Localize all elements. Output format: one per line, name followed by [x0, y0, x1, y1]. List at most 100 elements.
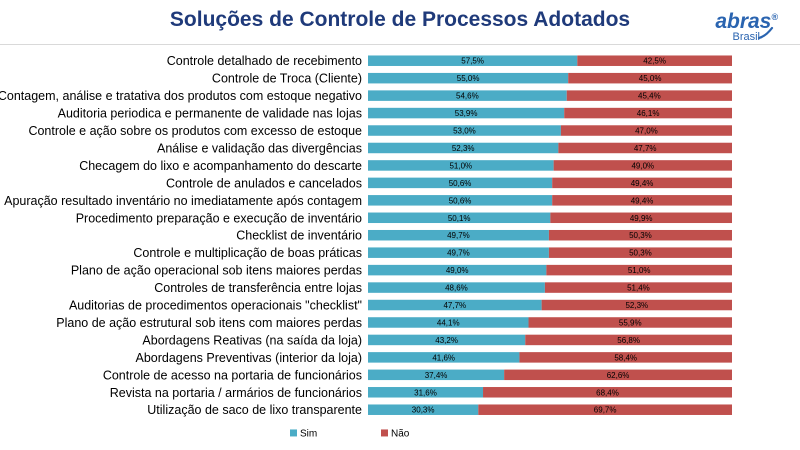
bar-segment-nao	[552, 195, 732, 206]
bar-segment-nao	[546, 264, 732, 276]
bar-segment-nao	[525, 334, 732, 346]
value-label-nao: 42,5%	[643, 57, 666, 66]
value-label-nao: 69,7%	[594, 406, 617, 415]
bar-segment-sim	[368, 369, 505, 381]
bar-segment-sim	[368, 177, 553, 189]
logo-name: abras	[715, 10, 772, 33]
bar-segment-sim	[368, 107, 565, 119]
value-label-nao: 50,3%	[629, 249, 652, 258]
category-label: Checagem do lixo e acompanhamento do des…	[79, 159, 362, 173]
logo-wordmark: abras®	[698, 6, 778, 33]
value-label-sim: 53,9%	[455, 109, 478, 118]
bar-segment-sim	[368, 334, 526, 346]
value-label-nao: 51,0%	[628, 266, 651, 275]
logo-subtitle: Brasil	[732, 31, 760, 43]
category-label: Controle de Troca (Cliente)	[212, 72, 362, 86]
bar-segment-sim	[368, 160, 554, 171]
category-label: Plano de ação operacional sob itens maio…	[71, 264, 362, 278]
value-label-nao: 47,0%	[635, 127, 658, 136]
value-label-sim: 44,1%	[437, 318, 460, 327]
bar-segment-sim	[368, 387, 484, 398]
abras-logo: abras® Brasil	[698, 6, 778, 44]
category-label: Plano de ação estrutural sob itens com m…	[56, 316, 362, 330]
bar-segment-sim	[368, 317, 529, 328]
header-divider	[0, 44, 800, 45]
value-label-sim: 57,5%	[461, 57, 484, 66]
chart-title: Soluções de Controle de Processos Adotad…	[169, 8, 631, 31]
bar-segment-nao	[548, 247, 732, 258]
bar-segment-nao	[519, 352, 732, 363]
category-label: Controle de acesso na portaria de funcio…	[103, 368, 362, 382]
category-label: Controles de transferência entre lojas	[154, 281, 362, 295]
value-label-sim: 55,0%	[457, 74, 480, 83]
value-label-sim: 49,7%	[447, 231, 470, 240]
value-label-nao: 47,7%	[634, 144, 657, 153]
category-label: Auditoria periodica e permanente de vali…	[58, 107, 362, 121]
bar-segment-nao	[544, 282, 732, 293]
value-label-nao: 52,3%	[625, 301, 648, 310]
value-label-nao: 51,4%	[627, 284, 650, 293]
bar-segment-nao	[552, 177, 732, 189]
logo-registered-mark: ®	[771, 12, 778, 22]
value-label-sim: 50,6%	[449, 179, 472, 188]
bar-segment-sim	[368, 282, 545, 293]
value-label-nao: 49,4%	[631, 196, 654, 205]
value-label-nao: 56,8%	[617, 336, 640, 345]
legend-swatch-sim	[290, 429, 297, 437]
category-label: Auditorias de procedimentos operacionais…	[69, 299, 362, 313]
bar-segment-nao	[568, 72, 732, 84]
value-label-sim: 43,2%	[435, 336, 458, 345]
bar-segment-sim	[368, 229, 549, 241]
bar-segment-nao	[550, 212, 732, 224]
value-label-sim: 37,4%	[425, 371, 448, 380]
category-label: Revista na portaria / armários de funcio…	[110, 386, 362, 400]
bar-segment-sim	[368, 404, 479, 415]
bar-segment-sim	[368, 247, 549, 258]
bar-segment-nao	[553, 160, 732, 171]
value-label-sim: 41,6%	[432, 353, 455, 362]
value-label-sim: 30,3%	[412, 406, 435, 415]
value-label-sim: 49,7%	[447, 249, 470, 258]
bar-segment-sim	[368, 299, 542, 311]
value-label-sim: 49,0%	[446, 266, 469, 275]
value-label-sim: 50,6%	[449, 196, 472, 205]
value-label-nao: 58,4%	[614, 353, 637, 362]
category-label: Controle e ação sobre os produtos com ex…	[28, 124, 362, 138]
category-label: Abordagens Reativas (na saída da loja)	[142, 333, 362, 347]
bar-segment-sim	[368, 195, 553, 206]
bar-segment-sim	[368, 142, 559, 154]
value-label-nao: 49,9%	[630, 214, 653, 223]
category-label: Controle detalhado de recebimento	[167, 54, 362, 68]
value-label-sim: 48,6%	[445, 284, 468, 293]
legend-label-sim: Sim	[300, 428, 317, 439]
bar-segment-nao	[577, 55, 732, 66]
bar-segment-sim	[368, 212, 551, 224]
bar-segment-nao	[560, 125, 732, 136]
value-label-nao: 55,9%	[619, 318, 642, 327]
legend-label-nao: Não	[391, 428, 410, 439]
category-label: Apuração resultado inventário no imediat…	[4, 194, 362, 208]
value-label-sim: 31,6%	[414, 388, 437, 397]
bar-segment-nao	[558, 142, 732, 154]
value-label-sim: 54,6%	[456, 92, 479, 101]
bar-segment-nao	[504, 369, 732, 381]
bar-segment-sim	[368, 264, 547, 276]
bar-segment-nao	[528, 317, 732, 328]
value-label-sim: 52,3%	[452, 144, 475, 153]
value-label-nao: 50,3%	[629, 231, 652, 240]
bar-segment-sim	[368, 352, 520, 363]
bar-segment-sim	[368, 55, 578, 66]
bar-segment-nao	[548, 229, 732, 241]
logo-swoosh-icon	[758, 26, 774, 40]
category-label: Controle de anulados e cancelados	[166, 176, 362, 190]
bar-segment-nao	[478, 404, 732, 415]
value-label-sim: 47,7%	[443, 301, 466, 310]
value-label-nao: 49,4%	[631, 179, 654, 188]
bar-segment-sim	[368, 90, 567, 101]
value-label-nao: 62,6%	[607, 371, 630, 380]
bar-segment-nao	[564, 107, 732, 119]
bar-segment-sim	[368, 125, 561, 136]
stacked-bar-chart: Controle detalhado de recebimento 57,5% 42…	[0, 54, 732, 439]
value-label-nao: 45,4%	[638, 92, 661, 101]
category-label: Abordagens Preventivas (interior da loja…	[135, 351, 362, 365]
